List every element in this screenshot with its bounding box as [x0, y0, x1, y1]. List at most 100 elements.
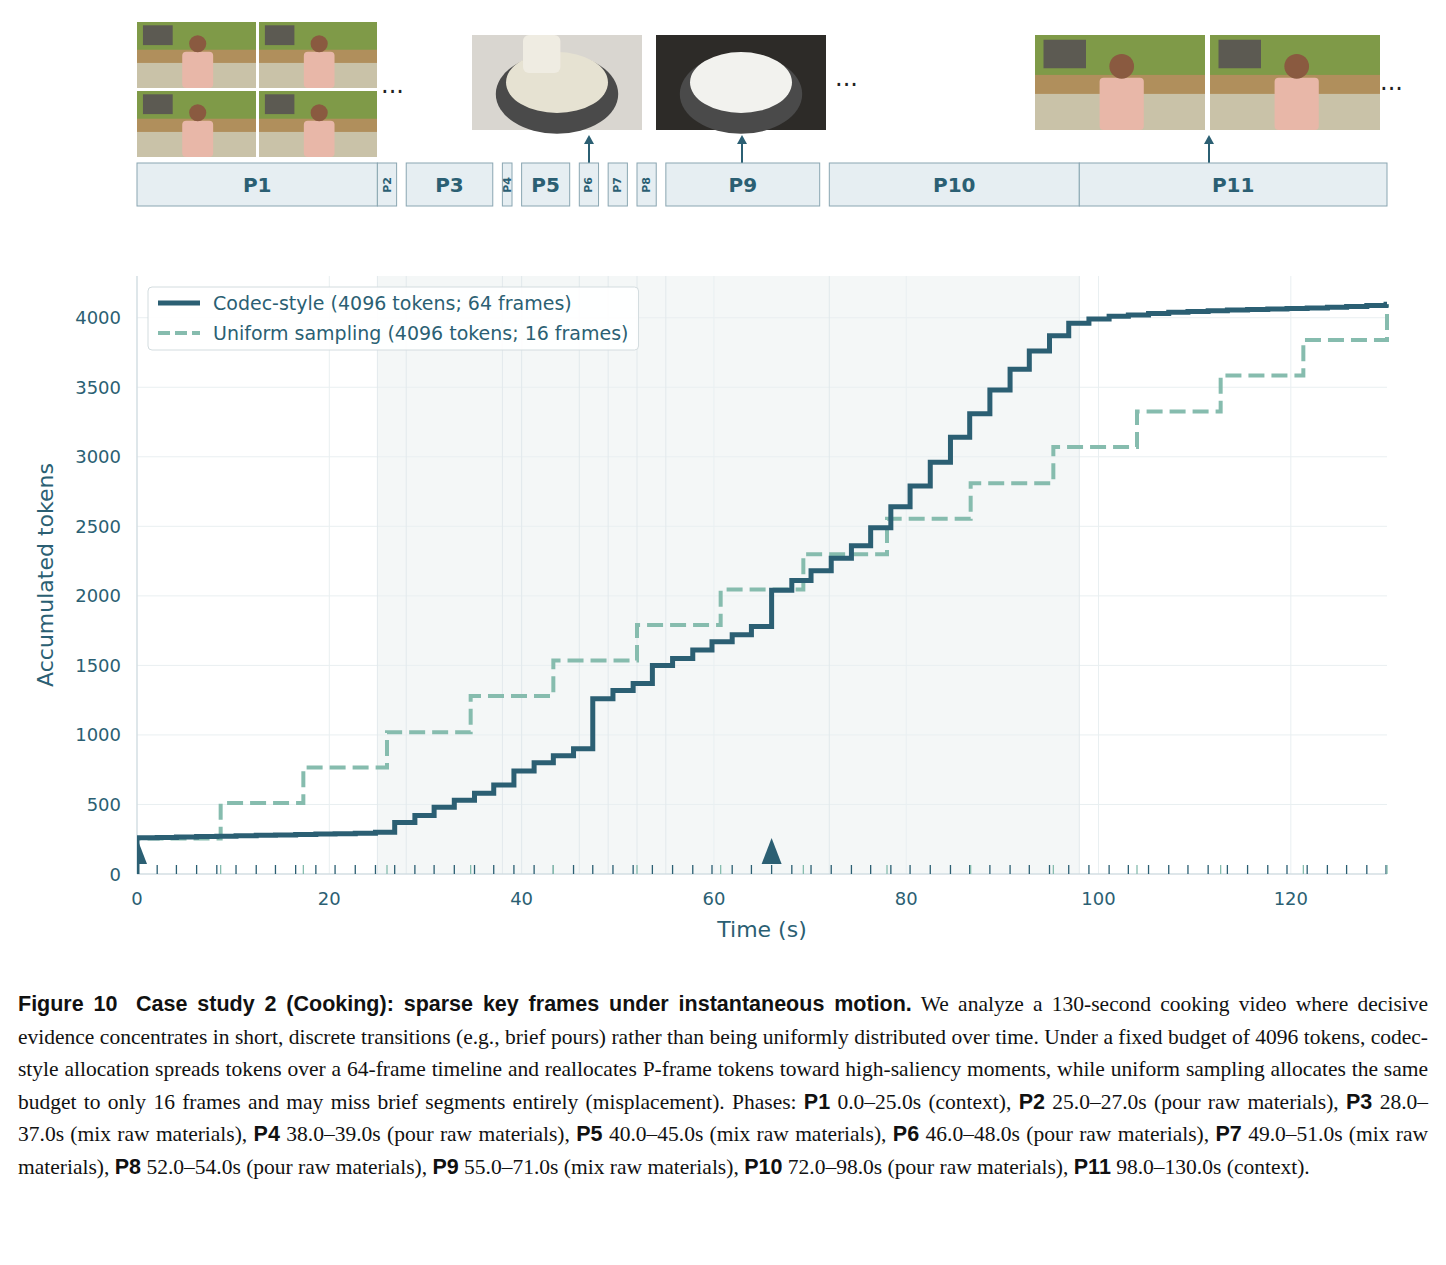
arrow [588, 142, 590, 163]
x-tick-label: 20 [318, 888, 341, 909]
legend: Codec-style (4096 tokens; 64 frames)Unif… [148, 287, 639, 350]
thumbnail [137, 91, 256, 157]
phase-box [377, 163, 396, 206]
arrow-head [584, 135, 594, 144]
frame-tick [970, 865, 971, 874]
frame-tick [157, 865, 158, 874]
frame-tick [1068, 865, 1069, 874]
frame-tick [810, 865, 811, 874]
i-frame-marker [137, 838, 147, 864]
phase-boundary [637, 276, 638, 874]
frame-tick [303, 865, 304, 874]
thumb-body [1100, 78, 1144, 130]
frame-tick [652, 865, 653, 874]
frame-tick [176, 865, 177, 874]
thumb-head [311, 104, 328, 121]
y-tick-label: 3500 [75, 377, 121, 398]
grid-line [713, 276, 714, 874]
caption-phase-text: 72.0–98.0s (pour raw materials), [788, 1155, 1069, 1179]
thumb-microwave [265, 94, 295, 114]
i-frame-marker [762, 838, 782, 864]
frame-tick [235, 865, 236, 874]
y-tick-label: 2500 [75, 516, 121, 537]
thumb-microwave [1044, 40, 1087, 69]
frame-tick [1029, 865, 1030, 874]
frame-tick [890, 865, 891, 874]
legend-swatch [158, 301, 200, 306]
grid-line [137, 804, 1387, 805]
legend-box [148, 287, 639, 350]
thumb-bg [259, 22, 377, 88]
x-tick-label: 100 [1081, 888, 1115, 909]
grid-line [521, 276, 522, 874]
frame-tick [771, 865, 772, 874]
grid-line [1098, 276, 1099, 874]
frame-tick [355, 865, 356, 874]
thumb-head [1284, 54, 1309, 79]
caption-phase-text: 46.0–48.0s (pour raw materials), [926, 1122, 1210, 1146]
frame-tick [1148, 865, 1149, 874]
frame-tick [720, 865, 721, 874]
frame-tick [1307, 865, 1308, 874]
frame-tick [989, 865, 990, 874]
thumb-head [189, 104, 206, 121]
phase-box [1079, 163, 1387, 206]
caption-phase-text: 52.0–54.0s (pour raw materials), [146, 1155, 427, 1179]
frame-tick [553, 865, 554, 874]
phase-boundary [579, 276, 580, 874]
caption-phase-text: 38.0–39.0s (pour raw materials), [286, 1122, 570, 1146]
y-tick-label: 500 [87, 794, 121, 815]
y-tick-label: 3000 [75, 446, 121, 467]
frame-tick [295, 865, 296, 874]
x-tick-label: 80 [895, 888, 918, 909]
frame-tick [870, 865, 871, 874]
legend-swatch [158, 331, 200, 335]
frame-tick [1220, 865, 1221, 874]
plot-area [137, 304, 1387, 874]
phase-label: P6 [582, 177, 595, 193]
caption-phase-name: P10 [744, 1155, 782, 1179]
frame-tick [950, 865, 951, 874]
frame-tick [1247, 865, 1248, 874]
thumb-body [182, 52, 213, 88]
x-tick-label: 40 [510, 888, 533, 909]
frame-tick [969, 865, 970, 874]
frame-tick [493, 865, 494, 874]
shaded-region [377, 276, 1079, 874]
phase-box [406, 163, 493, 206]
phase-boundary [608, 276, 609, 874]
phase-strip: P1P2P3P4P5P6P7P8P9P10P11 [137, 163, 1387, 206]
frame-tick [1327, 865, 1328, 874]
thumb-bg [137, 91, 256, 157]
grid-line [137, 595, 1387, 596]
phase-label: P5 [531, 173, 560, 197]
y-tick-label: 1000 [75, 724, 121, 745]
thumb-head [311, 35, 328, 52]
frame-tick [414, 865, 415, 874]
thumbnail [1035, 35, 1205, 130]
phase-label: P7 [611, 177, 624, 193]
phase-boundary [406, 276, 407, 874]
phase-box [608, 163, 627, 206]
grid-line [137, 387, 1387, 388]
frame-tick [1346, 865, 1347, 874]
x-axis-title: Time (s) [716, 917, 806, 942]
thumb-body [304, 121, 335, 157]
thumb-head [1109, 54, 1134, 79]
frame-tick [1009, 865, 1010, 874]
arrow-head [737, 135, 747, 144]
legend-label: Codec-style (4096 tokens; 64 frames) [213, 292, 572, 314]
frame-tick [1303, 865, 1304, 874]
caption-phase-text: 0.0–25.0s (context), [837, 1090, 1011, 1114]
phase-box [829, 163, 1079, 206]
thumb-bg [259, 91, 377, 157]
frame-tick [732, 865, 733, 874]
phase-box [522, 163, 570, 206]
caption-phase-name: P2 [1019, 1090, 1045, 1114]
thumb-bg [137, 22, 256, 88]
frame-tick [831, 865, 832, 874]
phase-box [137, 163, 377, 206]
phase-box [637, 163, 656, 206]
frame-tick [196, 865, 197, 874]
caption-phase-name: P6 [893, 1122, 919, 1146]
